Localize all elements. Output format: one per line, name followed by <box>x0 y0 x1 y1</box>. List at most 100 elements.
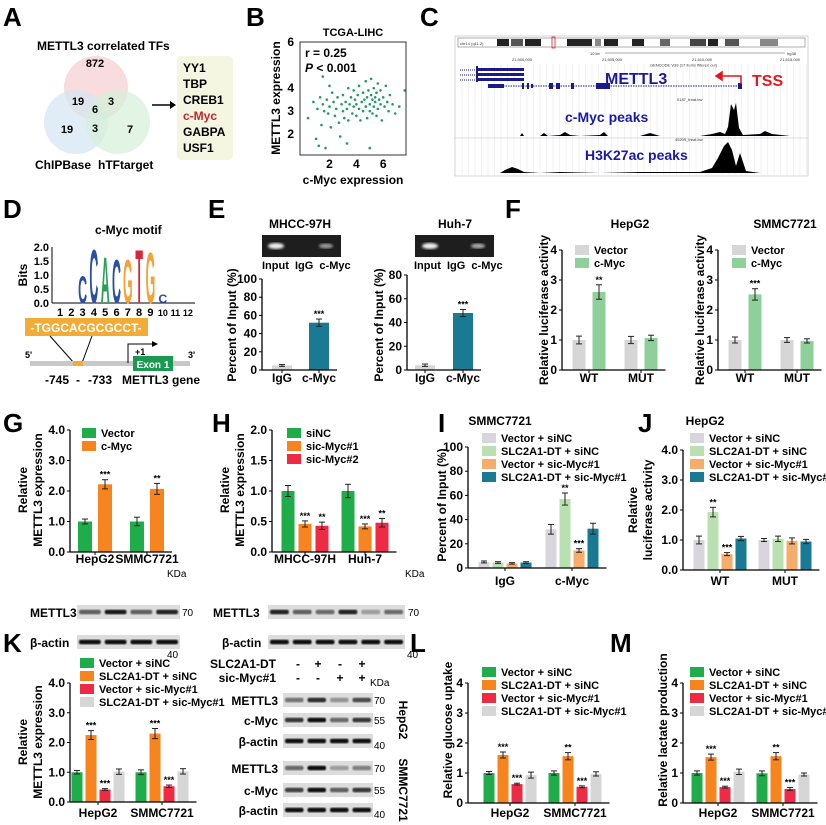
y-tick-label: 0 <box>250 363 257 377</box>
p-value-line: P < 0.001 <box>305 61 357 75</box>
promoter-diagram: -TGGCACGCGCCT- 5' 3' +1 Exon 1 -745 - -7… <box>25 318 200 387</box>
blot-band <box>315 609 335 615</box>
gene-line <box>30 361 190 366</box>
y-tick-label: 0 <box>456 561 463 575</box>
scatter-point <box>318 96 322 99</box>
legend-label: SLC2A1-DT + siNC <box>709 680 807 692</box>
bar <box>478 561 490 568</box>
y-tick-label: 4 <box>706 243 713 257</box>
coord-label: 21,510,000 <box>692 57 713 62</box>
bar <box>548 773 560 803</box>
significance-label: ** <box>153 473 161 483</box>
motif-letter: C <box>112 246 121 317</box>
blot-band <box>285 765 304 771</box>
significance-label: ** <box>318 512 326 522</box>
kda-label: KDa <box>370 678 390 689</box>
scatter-point <box>324 146 327 150</box>
x-tick-label: HepG2 <box>699 806 738 820</box>
bar <box>520 562 532 568</box>
blot-row-label: METTL3 <box>231 694 278 708</box>
legend-swatch <box>80 697 94 707</box>
y-axis-label: Relative <box>16 719 30 765</box>
blot-strip <box>283 783 373 797</box>
venn-set-label: hTFtarget <box>98 158 153 172</box>
plot-frame <box>299 41 407 156</box>
p-value: < 0.001 <box>313 61 357 75</box>
blot-row-label: β-actin <box>239 735 278 749</box>
legend-label: SLC2A1-DT + siNC <box>99 671 197 683</box>
scatter-point <box>320 123 323 127</box>
scatter-point <box>337 121 341 125</box>
blot-strip <box>283 761 373 775</box>
bar <box>735 538 747 570</box>
bar-chart-e-huh-7: *** 0 20 40 60 80 IgG c-Myc Percent of Input (%)… <box>372 217 481 385</box>
scatter-point <box>330 91 334 95</box>
scatter-point <box>336 96 339 99</box>
y-tick-label: 2.0 <box>34 242 49 254</box>
legend-label: SLC2A1-DT + sic-Myc#1 <box>501 472 627 484</box>
scatter-point <box>369 93 373 97</box>
tf-list-item: c-Myc <box>183 109 217 123</box>
blot-band <box>307 807 326 813</box>
motif-letter: C <box>89 235 98 320</box>
x-tick-label: MHCC-97H <box>274 552 336 566</box>
tss-arrow-icon <box>714 70 742 84</box>
venn-count: 3 <box>92 123 98 135</box>
mw-marker: 70 <box>374 764 386 775</box>
blot-band <box>330 738 349 744</box>
legend-swatch <box>80 671 94 681</box>
scatter-point <box>341 93 345 97</box>
scatter-point <box>372 86 376 90</box>
panel-letter-d: D <box>3 194 22 224</box>
x-tick-label: c-Myc <box>555 574 589 588</box>
five-prime-label: 5' <box>25 350 32 360</box>
kda-label: KDa <box>167 569 187 580</box>
x-tick-label: WT <box>580 371 599 385</box>
significance-label: ** <box>595 275 603 285</box>
position-label: 3 <box>80 307 86 319</box>
y-axis-label: Relative <box>626 487 640 533</box>
bar-chart-f-hepg2: ** 0 1 2 3 4 WT MUT Relative luciferase activity… <box>537 217 666 385</box>
blot-band <box>104 639 127 645</box>
blot-band <box>338 609 358 615</box>
bar-chart-f-smmc7721: *** 0 1 2 3 4 WT MUT Relative luciferase activit… <box>693 217 822 385</box>
y-tick-label: 100 <box>443 440 463 454</box>
position-label: 1 <box>57 307 63 319</box>
blot-band <box>130 609 153 615</box>
legend-label: c-Myc <box>751 258 782 270</box>
venn-count: 3 <box>108 96 114 108</box>
bar <box>719 787 731 803</box>
y-axis-label: METTL3 expression <box>31 685 45 798</box>
tf-list-item: GABPA <box>183 125 226 139</box>
y-tick-label: 80 <box>389 268 403 282</box>
x-tick-label: c-Myc <box>446 371 480 385</box>
binding-site-box <box>25 318 148 336</box>
y-tick-label: 0.0 <box>48 795 65 809</box>
y-tick-label: 2 <box>706 303 713 317</box>
venn-count: 872 <box>86 58 104 70</box>
scatter-point <box>393 112 397 115</box>
panel-letter-l: L <box>410 628 426 658</box>
y-tick-label: 60 <box>450 488 464 502</box>
motif-letter: A <box>101 245 110 319</box>
y-tick-label: 3.0 <box>661 473 678 487</box>
blot-band <box>156 639 178 645</box>
y-tick-label: 1.0 <box>661 533 678 547</box>
scatter-point <box>379 89 382 92</box>
x-axis-label: c-Myc expression <box>303 173 404 187</box>
y-tick-label: 2.0 <box>48 736 65 750</box>
tf-list-item: YY1 <box>183 61 206 75</box>
cell-line-label: HepG2 <box>396 701 410 740</box>
bar <box>309 322 329 370</box>
y-tick-label: 40 <box>450 513 464 527</box>
legend-swatch <box>82 428 96 438</box>
y-tick-label: 2.0 <box>661 503 678 517</box>
y-axis-label: METTL3 expression <box>31 433 45 546</box>
scatter-point <box>328 84 331 88</box>
legend-swatch <box>575 245 589 255</box>
cell-line-label: SMMC7721 <box>396 758 410 822</box>
